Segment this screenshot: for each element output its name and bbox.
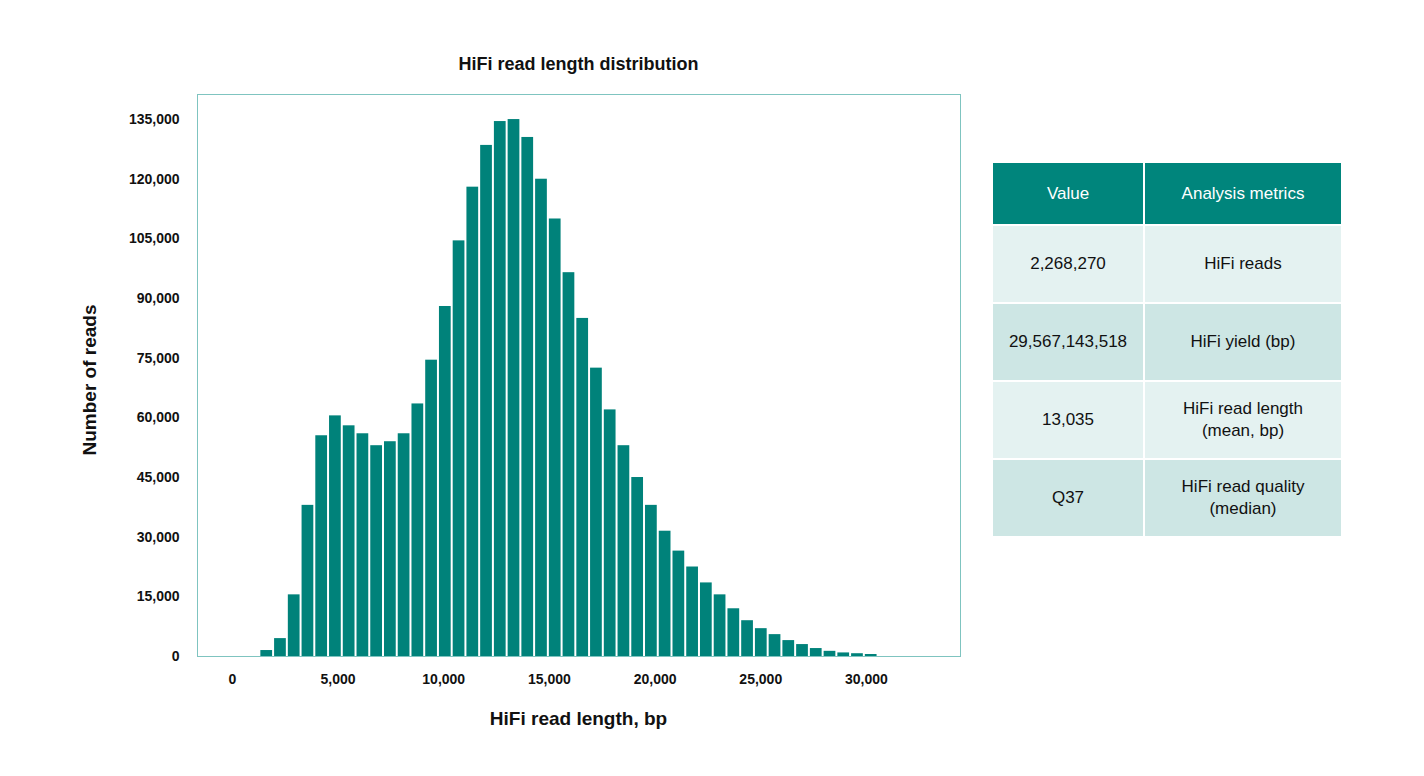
html-text:HiFi yield (bp): HiFi yield (bp)	[1190, 332, 1296, 351]
html-text:HiFi read length (mean, bp): HiFi read length (mean, bp)	[1183, 398, 1303, 440]
svg-text:90,000: 90,000	[137, 290, 180, 306]
svg-text:75,000: 75,000	[137, 350, 180, 366]
svg-text:105,000: 105,000	[129, 230, 180, 246]
svg-text:30,000: 30,000	[137, 529, 180, 545]
svg-text:0: 0	[228, 671, 236, 687]
svg-text:45,000: 45,000	[137, 469, 180, 485]
svg-text:5,000: 5,000	[321, 671, 356, 687]
svg-text:25,000: 25,000	[739, 671, 782, 687]
html-text:29,567,143,518: 29,567,143,518	[1008, 332, 1128, 351]
html-text:Analysis metrics: Analysis metrics	[1181, 183, 1305, 203]
svg-text:15,000: 15,000	[528, 671, 571, 687]
html-text:HiFi reads: HiFi reads	[1204, 254, 1282, 273]
html-text:Value: Value	[1046, 183, 1090, 203]
svg-text:135,000: 135,000	[129, 111, 180, 127]
html-text:13,035: 13,035	[1042, 410, 1094, 429]
html-text:HiFi read quality (median): HiFi read quality (median)	[1181, 476, 1305, 518]
svg-text:15,000: 15,000	[137, 588, 180, 604]
html-text:Q37: Q37	[1051, 488, 1085, 507]
svg-text:120,000: 120,000	[129, 171, 180, 187]
svg-text:30,000: 30,000	[845, 671, 888, 687]
html-text:2,268,270: 2,268,270	[1030, 254, 1106, 273]
svg-text:10,000: 10,000	[422, 671, 465, 687]
svg-text:0: 0	[172, 648, 180, 664]
html-text:HiFi read length, bp: HiFi read length, bp	[489, 708, 668, 729]
html-text:Number of reads: Number of reads	[79, 304, 100, 456]
svg-text:60,000: 60,000	[137, 409, 180, 425]
html-text:HiFi read length distribution: HiFi read length distribution	[458, 54, 699, 74]
svg-text:20,000: 20,000	[634, 671, 677, 687]
